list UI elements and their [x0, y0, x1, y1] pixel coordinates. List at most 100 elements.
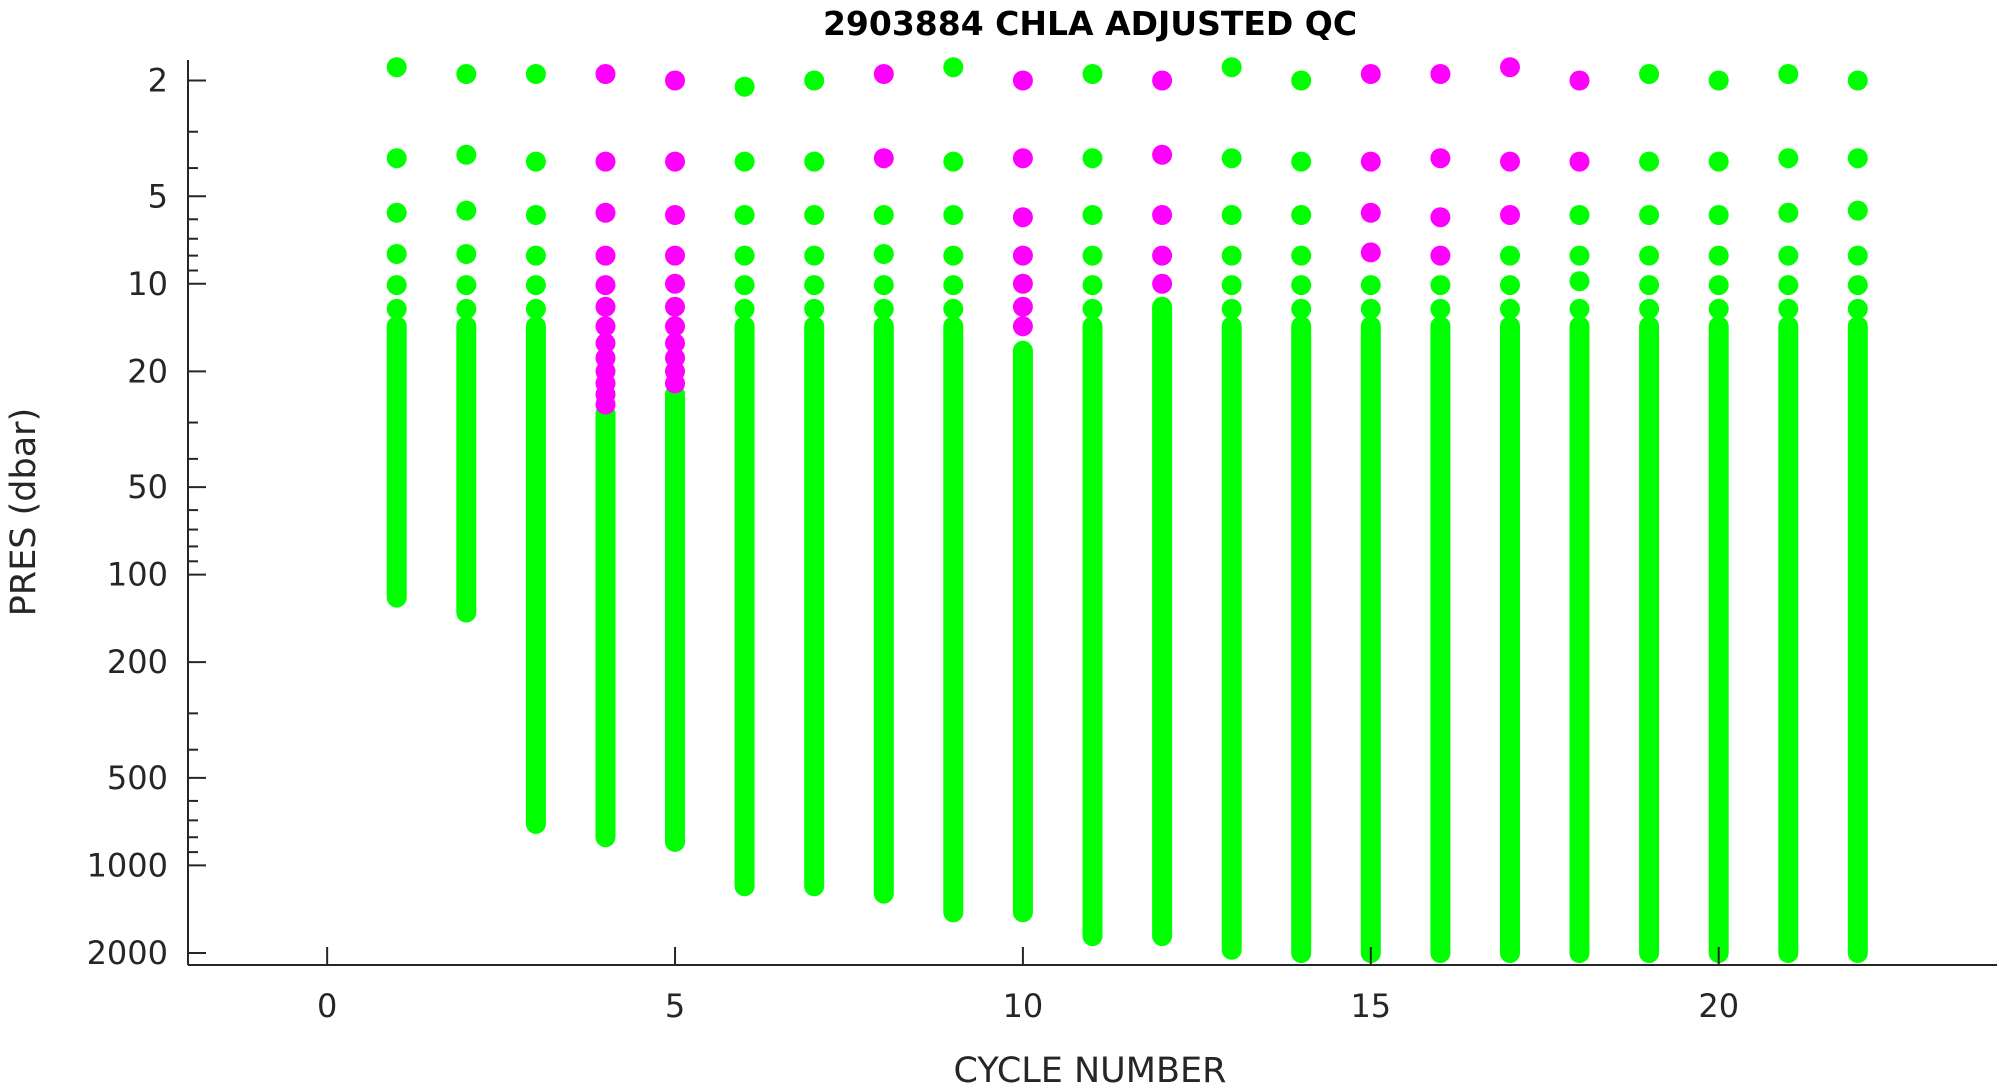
data-point — [1221, 57, 1242, 78]
data-point — [804, 245, 825, 266]
data-point — [1708, 70, 1729, 91]
data-point — [1778, 148, 1799, 169]
data-point — [1291, 298, 1312, 319]
data-point — [734, 245, 755, 266]
data-point — [1847, 200, 1868, 221]
data-point — [804, 205, 825, 225]
data-point — [1500, 205, 1520, 225]
data-point — [665, 70, 685, 91]
data-point — [1569, 245, 1590, 266]
data-point-column — [386, 316, 407, 608]
data-point — [1708, 151, 1729, 172]
y-tick-label: 50 — [127, 468, 168, 506]
data-point-column — [1569, 316, 1590, 963]
data-point — [943, 275, 964, 296]
x-ticks: 0 5 10 15 20 — [317, 947, 1739, 1025]
data-point — [665, 316, 685, 337]
data-point-column — [1778, 316, 1799, 963]
data-point — [1847, 70, 1868, 91]
data-point-column — [1152, 296, 1173, 947]
data-point — [456, 144, 477, 165]
data-point — [595, 296, 616, 317]
data-point — [665, 373, 685, 394]
data-point — [1012, 316, 1033, 337]
data-point — [1430, 298, 1451, 319]
y-tick-label: 100 — [107, 556, 168, 594]
data-point — [1291, 205, 1312, 225]
data-point — [1152, 144, 1173, 165]
data-point — [1778, 202, 1799, 223]
x-tick-label: 10 — [1003, 987, 1044, 1025]
data-point — [873, 298, 894, 319]
data-point — [1847, 298, 1868, 319]
data-point — [943, 298, 964, 319]
data-point — [1778, 64, 1799, 84]
data-point — [456, 298, 477, 319]
data-point — [1012, 207, 1033, 228]
data-point — [1778, 298, 1799, 319]
data-point — [1360, 298, 1381, 319]
data-point — [456, 200, 477, 221]
data-point — [386, 202, 407, 223]
data-point — [595, 245, 616, 266]
data-point — [1847, 148, 1868, 169]
data-point — [1221, 148, 1242, 169]
data-point — [1291, 70, 1312, 91]
data-point — [734, 205, 755, 225]
data-point — [595, 316, 616, 337]
data-point-column — [1708, 316, 1729, 963]
data-point — [1847, 275, 1868, 296]
data-point — [873, 64, 894, 84]
data-point — [1569, 151, 1590, 172]
data-point — [386, 148, 407, 169]
data-point — [1569, 70, 1590, 91]
data-point-column — [1221, 316, 1242, 960]
y-tick-label: 2 — [148, 62, 168, 100]
y-tick-label: 20 — [127, 352, 168, 390]
x-tick-label: 5 — [665, 987, 685, 1025]
data-point — [1360, 242, 1381, 263]
data-point — [386, 57, 407, 78]
data-point-column — [665, 384, 685, 852]
data-point — [595, 275, 616, 296]
y-tick-label: 200 — [107, 643, 168, 681]
data-point — [734, 151, 755, 172]
data-point — [873, 148, 894, 169]
data-point — [873, 244, 894, 264]
data-point — [525, 205, 546, 225]
x-tick-label: 15 — [1350, 987, 1391, 1025]
data-point — [1152, 273, 1173, 294]
data-point — [873, 275, 894, 296]
data-point — [1082, 298, 1103, 319]
data-point — [1221, 298, 1242, 319]
data-point — [595, 64, 616, 84]
data-point-column — [1082, 316, 1103, 947]
data-point — [525, 245, 546, 266]
data-point — [1639, 151, 1660, 172]
data-point — [1430, 64, 1451, 84]
plot-area — [386, 57, 1868, 963]
data-point — [1291, 275, 1312, 296]
data-point — [943, 205, 964, 225]
data-point — [1012, 148, 1033, 169]
data-point — [665, 273, 685, 294]
y-axis-label: PRES (dbar) — [4, 408, 44, 616]
x-tick-label: 20 — [1698, 987, 1739, 1025]
data-point — [804, 298, 825, 319]
data-point — [1569, 298, 1590, 319]
data-point — [1430, 245, 1451, 266]
data-point — [595, 202, 616, 223]
data-point — [1847, 245, 1868, 266]
data-point — [1360, 202, 1381, 223]
data-point — [1639, 245, 1660, 266]
data-point — [1221, 275, 1242, 296]
data-point — [873, 205, 894, 225]
data-point — [1152, 245, 1173, 266]
data-point-column — [1430, 316, 1451, 963]
y-tick-label: 10 — [127, 265, 168, 303]
data-point-column — [1012, 340, 1033, 923]
data-point-column — [804, 316, 825, 897]
data-point — [1082, 205, 1103, 225]
data-point — [525, 298, 546, 319]
